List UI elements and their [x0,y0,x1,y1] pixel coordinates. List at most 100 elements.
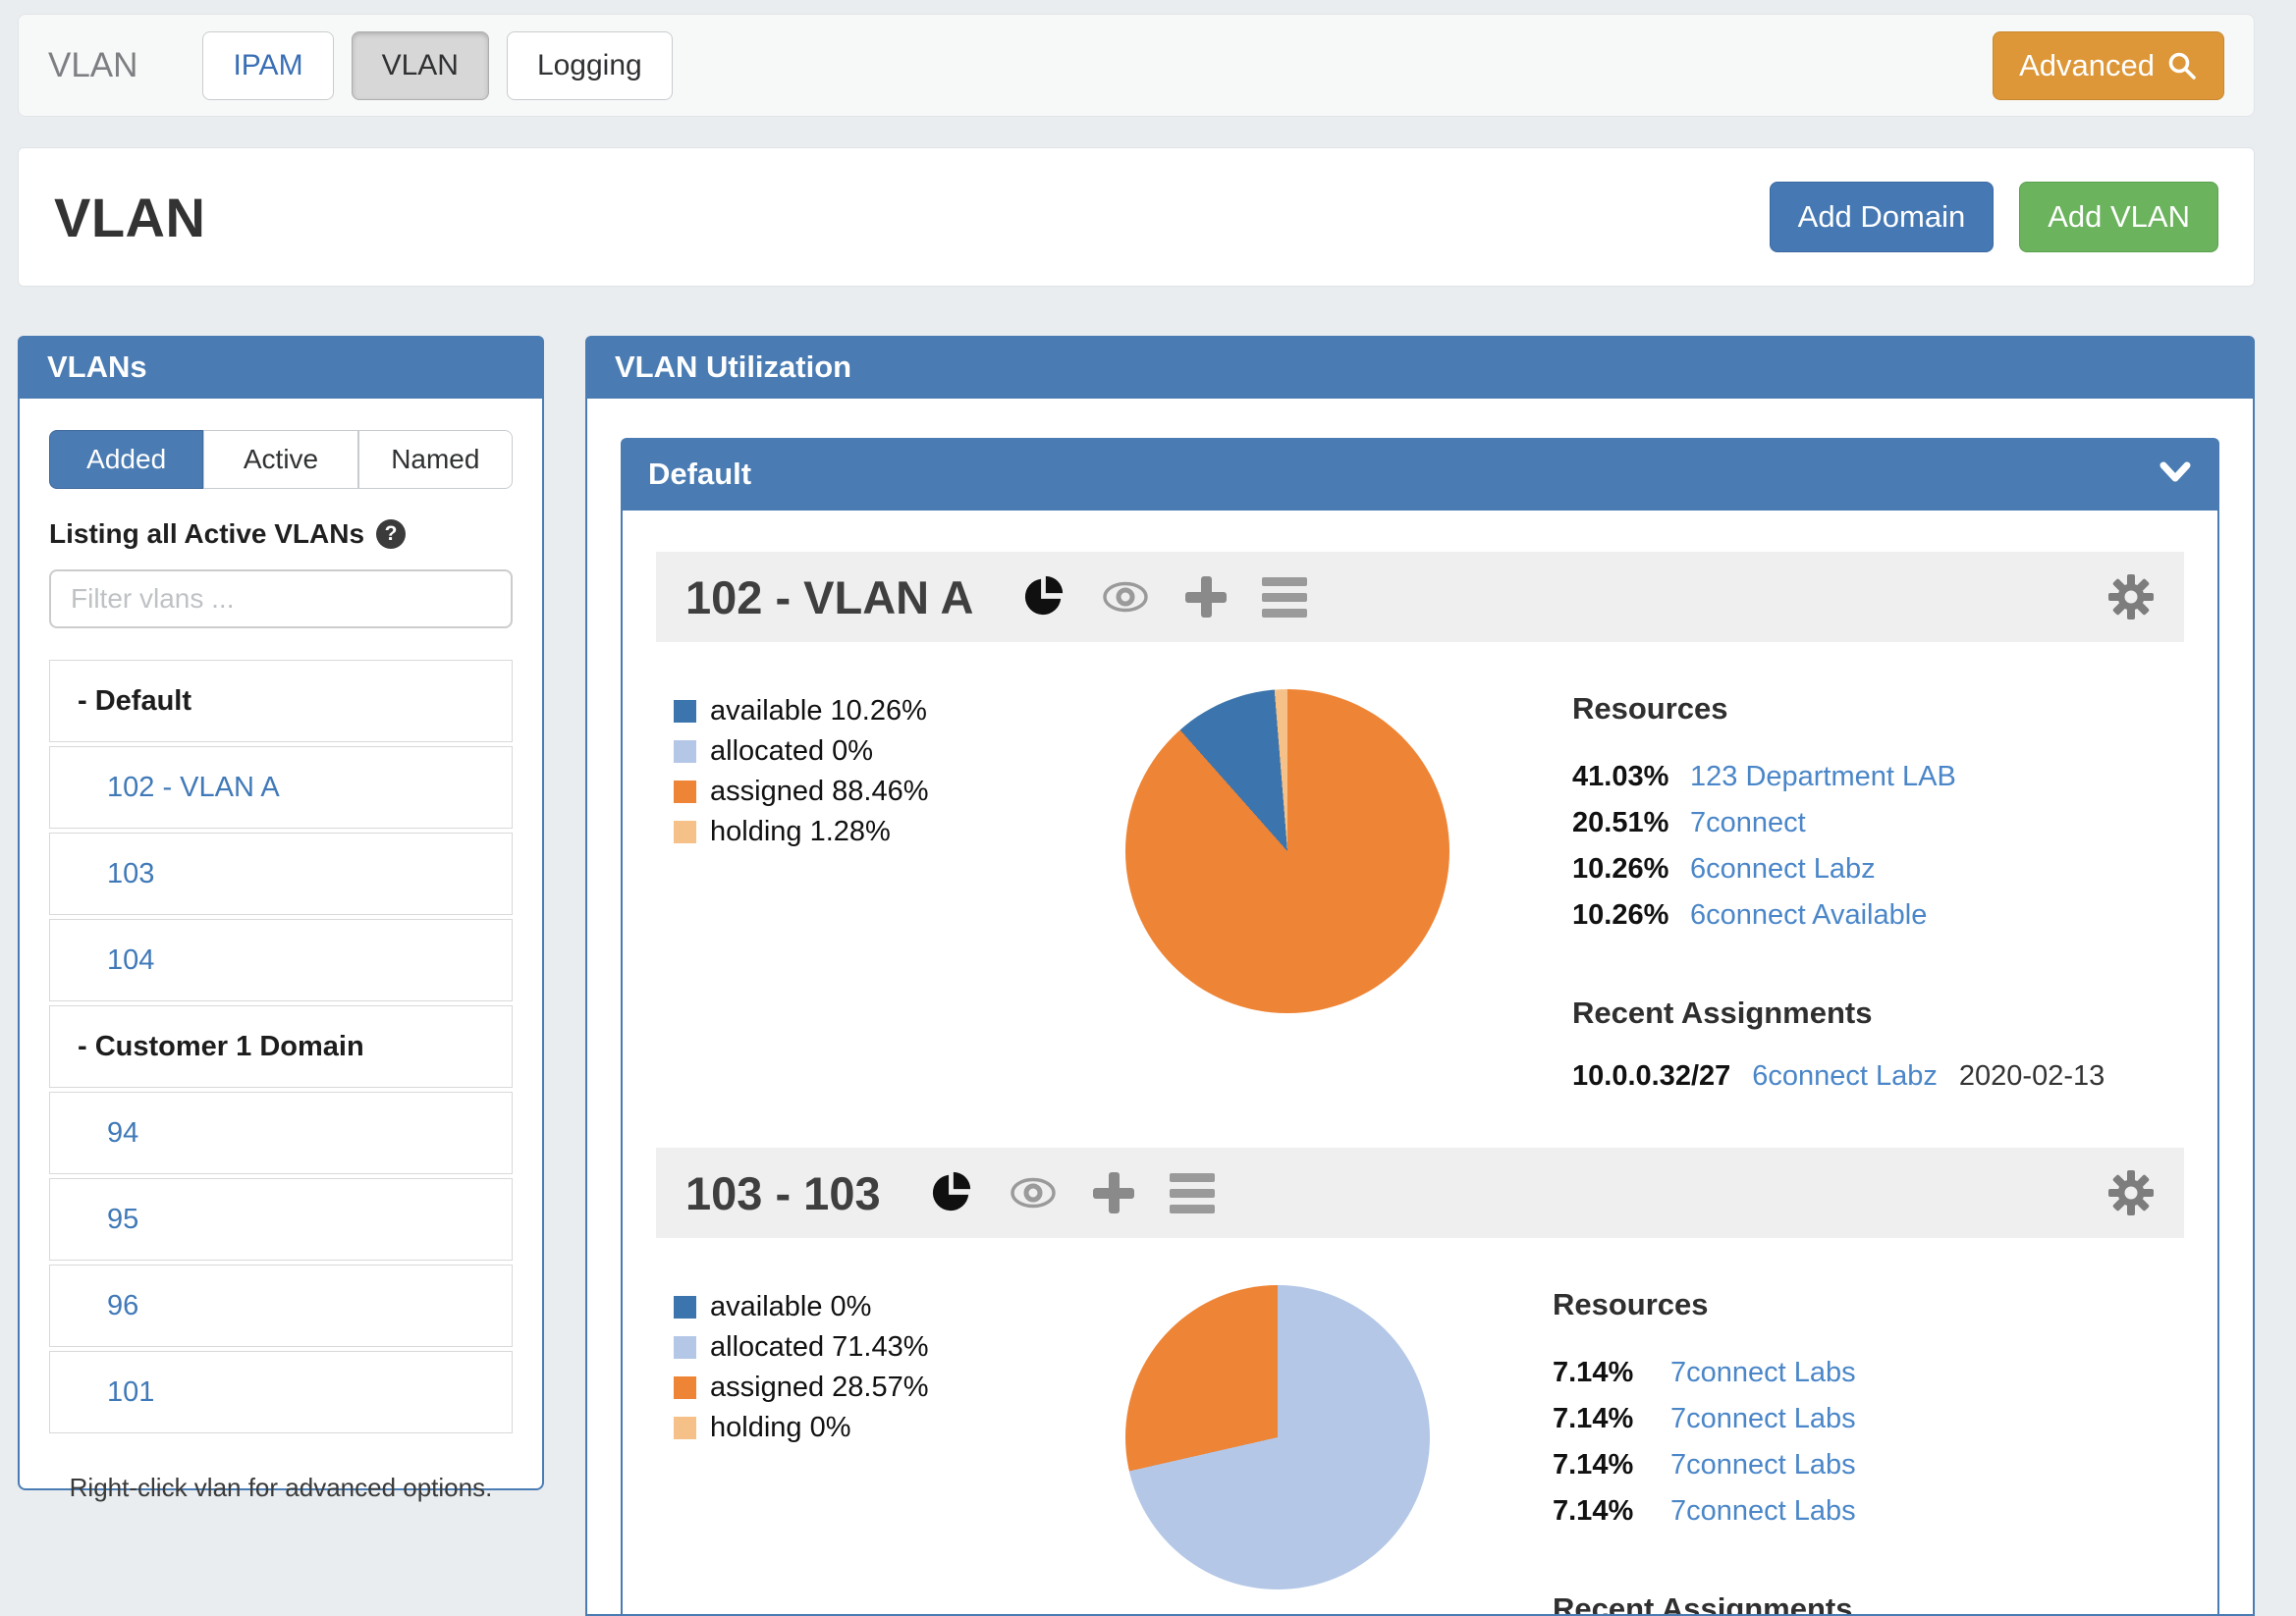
resource-pct: 7.14% [1553,1357,1634,1388]
chevron-down-icon[interactable] [2159,457,2192,492]
sidebar-filter-tabs: Added Active Named [49,430,513,489]
eye-icon[interactable] [1101,580,1150,614]
resource-link[interactable]: 6connect Available [1690,899,1928,931]
legend-label: available 10.26% [710,695,927,727]
vlan-card-actions [928,1170,1215,1215]
tab-active[interactable]: Active [203,430,358,489]
resource-link[interactable]: 7connect [1690,807,1806,838]
resource-pct: 7.14% [1553,1449,1634,1481]
utilization-pie-chart [1125,689,1449,1013]
legend-swatch [674,740,696,763]
advanced-button-label: Advanced [2019,47,2155,82]
assignment-date: 2020-02-13 [1958,1060,2105,1092]
menu-icon[interactable] [1169,1172,1215,1213]
resource-row: 7.14% 7connect Labs [1553,1442,2085,1488]
vlan-card-103: 103 - 103 [656,1148,2184,1616]
utilization-legend: available 0% allocated 71.43% assigned 2… [674,1285,1096,1614]
resource-row: 41.03% 123 Department LAB [1572,754,2105,800]
assignment-cidr: 10.0.0.32/27 [1572,1060,1731,1092]
domain-section-body: 102 - VLAN A [621,511,2219,1616]
domain-section-title: Default [648,457,752,491]
advanced-button[interactable]: Advanced [1993,30,2224,100]
resource-link[interactable]: 123 Department LAB [1690,761,1956,792]
utilization-pie-chart [1125,1285,1430,1589]
add-vlan-button[interactable]: Add VLAN [2019,182,2218,252]
legend-label: allocated 71.43% [710,1331,929,1363]
filter-vlans-input[interactable] [49,569,513,628]
vlan-item-95[interactable]: 95 [49,1178,513,1261]
resource-link[interactable]: 7connect Labs [1670,1495,1856,1527]
listing-label: Listing all Active VLANs ? [49,518,513,550]
legend-swatch [674,1296,696,1319]
resource-pct: 41.03% [1572,761,1669,792]
vlan-item-96[interactable]: 96 [49,1265,513,1347]
resource-pct: 10.26% [1572,899,1669,931]
legend-item: available 10.26% [674,695,1096,727]
add-icon[interactable] [1185,576,1228,618]
menu-icon[interactable] [1262,576,1308,618]
vlan-card-103-header: 103 - 103 [656,1148,2184,1238]
legend-label: available 0% [710,1291,872,1322]
tab-vlan[interactable]: VLAN [351,30,489,100]
sidebar-hint: Right-click vlan for advanced options. [69,1473,493,1502]
pie-chart-icon[interactable] [928,1170,973,1215]
resources-heading: Resources [1553,1287,1709,1321]
utilization-legend: available 10.26% allocated 0% assigned 8… [674,689,1096,1093]
vlan-item-102[interactable]: 102 - VLAN A [49,746,513,829]
resource-link[interactable]: 7connect Labs [1670,1403,1856,1434]
help-icon[interactable]: ? [376,519,407,549]
resource-link[interactable]: 6connect Labz [1690,853,1876,885]
vlan-card-title: 102 - VLAN A [685,570,974,623]
legend-item: assigned 28.57% [674,1372,1096,1404]
vlan-item-94[interactable]: 94 [49,1092,513,1174]
sidebar-body: Added Active Named Listing all Active VL… [18,399,544,1502]
vlan-group-default[interactable]: - Default [49,660,513,742]
vlan-item-103[interactable]: 103 [49,833,513,915]
legend-swatch [674,1376,696,1399]
vlan-utilization-panel: VLAN Utilization Default 102 - VLAN A [585,336,2255,1616]
tab-named[interactable]: Named [357,430,513,489]
pie-chart-icon[interactable] [1020,574,1066,619]
resources-column: Resources 41.03% 123 Department LAB 20.51… [1572,689,2105,1093]
tab-ipam[interactable]: IPAM [202,30,334,100]
vlan-group-customer1[interactable]: - Customer 1 Domain [49,1005,513,1088]
sidebar-title: VLANs [18,336,544,399]
resource-row: 10.26% 6connect Available [1572,892,2105,939]
tab-logging[interactable]: Logging [506,30,673,100]
domain-section-header[interactable]: Default [621,438,2219,511]
resource-row: 7.14% 7connect Labs [1553,1350,2085,1396]
recent-assignments-heading: Recent Assignments [1572,996,1873,1030]
legend-swatch [674,1417,696,1439]
resource-link[interactable]: 7connect Labs [1670,1357,1856,1388]
vlan-item-101[interactable]: 101 [49,1351,513,1433]
vlan-item-104[interactable]: 104 [49,919,513,1001]
add-icon[interactable] [1092,1172,1134,1213]
page-actions: Add Domain Add VLAN [1769,182,2218,252]
legend-item: allocated 0% [674,735,1096,768]
resource-link[interactable]: 7connect Labs [1670,1449,1856,1481]
page-title: VLAN [54,186,206,248]
gear-icon[interactable] [2107,573,2155,620]
add-domain-button[interactable]: Add Domain [1769,182,1995,252]
top-tab-bar: VLAN IPAM VLAN Logging Advanced [18,14,2255,117]
vlan-list: - Default 102 - VLAN A 103 104 - Custome… [49,660,513,1433]
resource-pct: 7.14% [1553,1403,1634,1434]
legend-label: assigned 88.46% [710,776,929,807]
resource-pct: 10.26% [1572,853,1669,885]
resource-row: 7.14% 7connect Labs [1553,1396,2085,1442]
legend-label: holding 0% [710,1412,851,1443]
legend-swatch [674,781,696,803]
legend-swatch [674,821,696,843]
eye-icon[interactable] [1009,1176,1058,1210]
assignment-row: 10.0.0.32/27 6connect Labz 2020-02-13 [1572,1060,2105,1093]
assignment-link[interactable]: 6connect Labz [1752,1060,1938,1092]
recent-assignments-heading: Recent Assignments [1553,1591,1853,1616]
utilization-panel-body: Default 102 - VLAN A [585,399,2255,1616]
gear-icon[interactable] [2107,1169,2155,1216]
resource-pct: 20.51% [1572,807,1669,838]
tab-added[interactable]: Added [49,430,204,489]
vlan-card-title: 103 - 103 [685,1166,881,1219]
legend-swatch [674,1336,696,1359]
vlan-card-102-header: 102 - VLAN A [656,552,2184,642]
legend-label: allocated 0% [710,735,874,767]
